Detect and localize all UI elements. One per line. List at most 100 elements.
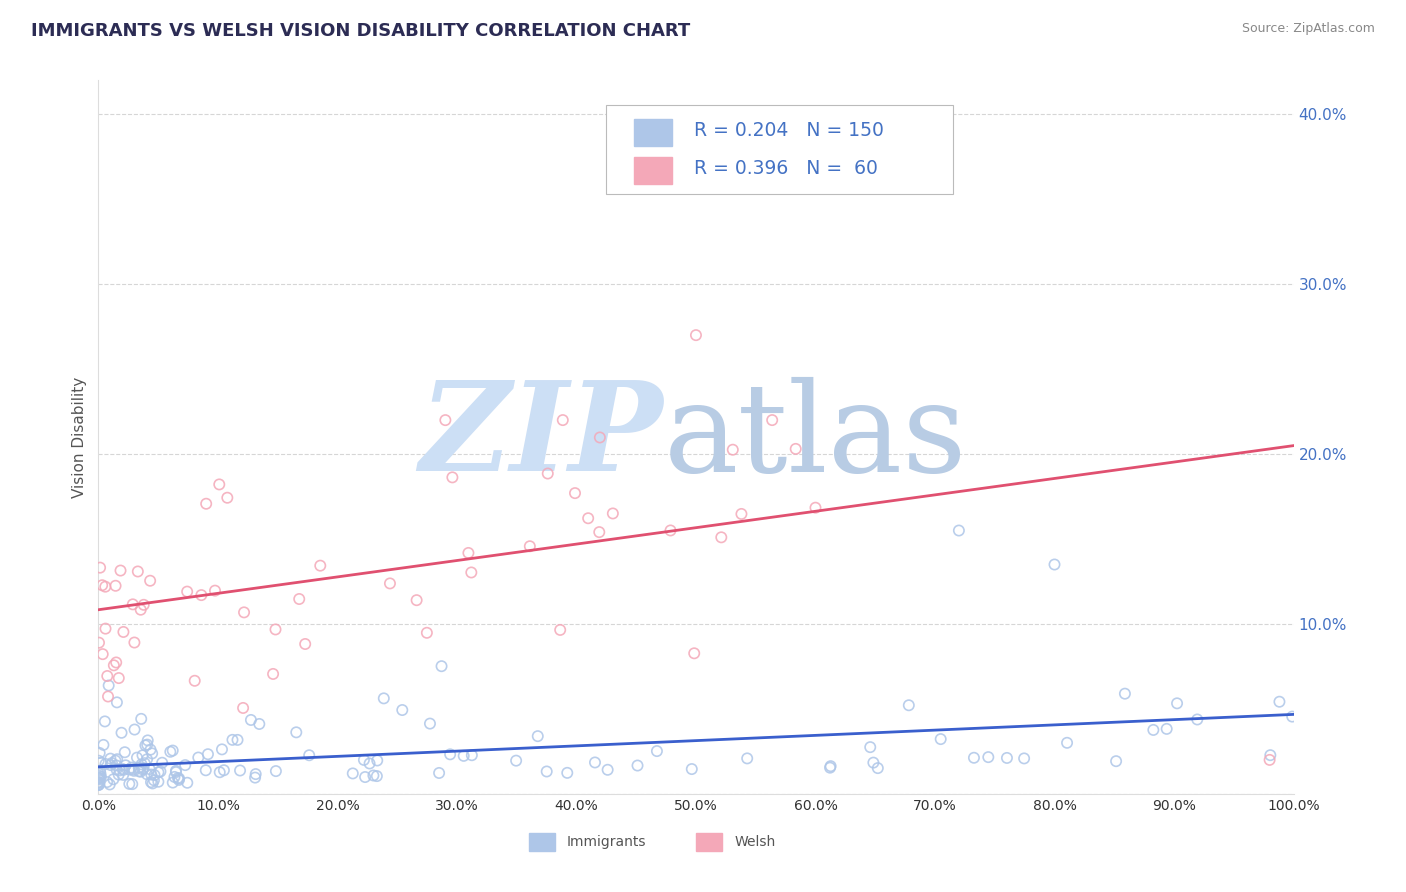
Point (149, 764, 172, 779)
Point (165, 764, 187, 778)
Point (1258, 753, 1281, 767)
Point (187, 750, 209, 764)
Point (232, 701, 254, 715)
Point (761, 413, 783, 427)
Text: Source: ZipAtlas.com: Source: ZipAtlas.com (1241, 22, 1375, 36)
Point (128, 764, 150, 779)
FancyBboxPatch shape (634, 119, 672, 145)
Point (96, 669, 118, 683)
FancyBboxPatch shape (529, 833, 555, 851)
Point (134, 739, 156, 753)
Point (298, 748, 321, 763)
Point (820, 759, 842, 773)
Point (94, 622, 117, 636)
Point (588, 525, 610, 540)
Point (457, 546, 479, 560)
Point (105, 752, 128, 766)
Point (285, 725, 308, 739)
Point (419, 716, 441, 731)
Point (105, 695, 128, 709)
Point (87, 775, 110, 789)
Point (353, 753, 375, 767)
Point (136, 733, 159, 747)
Point (194, 764, 217, 778)
Text: Welsh: Welsh (734, 835, 776, 848)
Point (897, 698, 920, 713)
Point (309, 558, 332, 573)
Point (97, 690, 120, 704)
Point (460, 566, 482, 580)
Point (125, 750, 148, 764)
Point (233, 606, 256, 620)
Point (1114, 687, 1136, 701)
Point (804, 500, 827, 515)
Point (721, 442, 744, 457)
Point (87, 766, 110, 780)
Point (127, 565, 149, 579)
Point (107, 767, 129, 781)
Point (1268, 695, 1291, 709)
Point (105, 758, 128, 772)
Point (929, 732, 952, 747)
Point (107, 671, 129, 685)
Point (111, 762, 134, 776)
Point (576, 511, 599, 525)
Point (120, 761, 142, 775)
Point (139, 742, 162, 756)
Point (89, 766, 111, 780)
Point (262, 667, 284, 681)
Point (124, 635, 146, 649)
Point (163, 770, 186, 784)
Point (373, 691, 395, 706)
Point (132, 763, 155, 777)
Point (221, 732, 243, 747)
Point (526, 729, 548, 743)
Point (208, 765, 231, 780)
Point (93, 738, 115, 752)
Point (136, 752, 159, 766)
Point (89, 772, 111, 787)
Point (129, 603, 152, 617)
Point (681, 762, 703, 776)
Point (114, 745, 136, 759)
Y-axis label: Vision Disability: Vision Disability (72, 376, 87, 498)
Point (1043, 558, 1066, 572)
Point (100, 752, 122, 766)
Point (132, 598, 155, 612)
Point (104, 754, 127, 768)
Point (204, 583, 226, 598)
Point (342, 766, 364, 780)
Point (129, 764, 152, 779)
Point (121, 598, 143, 612)
Point (710, 530, 733, 544)
Point (645, 744, 668, 758)
Point (602, 507, 624, 521)
Text: atlas: atlas (664, 376, 967, 498)
Point (378, 576, 401, 591)
Point (112, 624, 135, 639)
Point (264, 764, 287, 778)
Point (1260, 748, 1282, 763)
Point (90, 756, 112, 770)
Point (143, 768, 166, 782)
Text: IMMIGRANTS VS WELSH VISION DISABILITY CORRELATION CHART: IMMIGRANTS VS WELSH VISION DISABILITY CO… (31, 22, 690, 40)
Point (141, 747, 163, 761)
Point (363, 768, 385, 782)
Point (104, 579, 127, 593)
Point (91, 578, 114, 592)
Point (162, 775, 184, 789)
Point (162, 743, 184, 757)
Point (174, 758, 197, 772)
Point (89, 746, 111, 760)
Point (114, 758, 136, 772)
Point (118, 777, 141, 791)
Point (1056, 736, 1078, 750)
Point (461, 748, 484, 763)
Point (537, 467, 560, 481)
Text: ZIP: ZIP (419, 376, 662, 498)
Point (439, 747, 461, 762)
Point (96, 775, 118, 789)
Point (963, 751, 986, 765)
Point (453, 748, 475, 763)
Point (551, 413, 574, 427)
